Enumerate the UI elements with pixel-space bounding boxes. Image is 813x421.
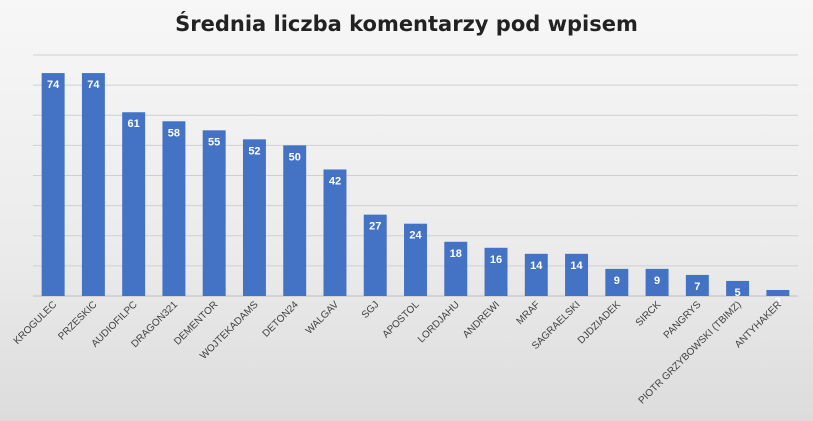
chart-title: Średnia liczba komentarzy pod wpisem — [175, 12, 638, 36]
category-label: PANGRYS — [662, 299, 704, 341]
bar — [685, 274, 709, 296]
bar — [726, 280, 750, 296]
bar — [323, 169, 347, 296]
category-label: SIRCK — [634, 299, 664, 329]
data-label: 18 — [450, 248, 462, 260]
data-label: 27 — [369, 221, 381, 233]
category-label: DJDZIADEK — [576, 299, 623, 346]
bar — [404, 223, 427, 296]
bar — [41, 73, 65, 296]
bar — [162, 121, 186, 297]
data-label: 14 — [530, 260, 543, 272]
bar — [766, 289, 790, 296]
data-label: 2 — [775, 296, 781, 308]
data-label: 52 — [248, 145, 260, 157]
category-label: APOSTOL — [381, 299, 422, 340]
bar — [645, 268, 669, 296]
category-label: PRZESKIC — [56, 299, 99, 342]
data-label: 9 — [614, 275, 620, 287]
data-label: 74 — [47, 79, 60, 91]
bar — [363, 214, 387, 296]
data-label: 61 — [128, 118, 140, 130]
data-label: 50 — [289, 151, 301, 163]
data-label: 24 — [409, 230, 422, 242]
bar — [524, 253, 548, 296]
category-label: SGJ — [360, 299, 382, 321]
category-label: KROGULEC — [12, 299, 59, 346]
data-label: 16 — [490, 254, 502, 266]
category-label: ANDREWI — [461, 299, 502, 340]
bar — [444, 241, 468, 296]
category-label: DETON24 — [261, 299, 302, 340]
bar — [283, 145, 307, 296]
bar — [242, 139, 266, 296]
data-label: 7 — [694, 281, 700, 293]
bar — [565, 253, 589, 296]
bar — [202, 130, 226, 296]
data-label: 9 — [654, 275, 660, 287]
data-label: 14 — [570, 260, 583, 272]
category-label: WALGAV — [304, 299, 341, 336]
data-label: 5 — [735, 287, 741, 299]
data-label: 74 — [87, 79, 100, 91]
category-label: LORDJAHU — [416, 299, 462, 345]
bar — [122, 112, 146, 296]
bar — [81, 73, 105, 296]
data-label: 58 — [168, 127, 180, 139]
bar — [484, 247, 508, 296]
data-label: 55 — [208, 136, 220, 148]
bar — [605, 268, 629, 296]
data-label: 42 — [329, 175, 341, 187]
category-label: MRAF — [515, 299, 543, 327]
